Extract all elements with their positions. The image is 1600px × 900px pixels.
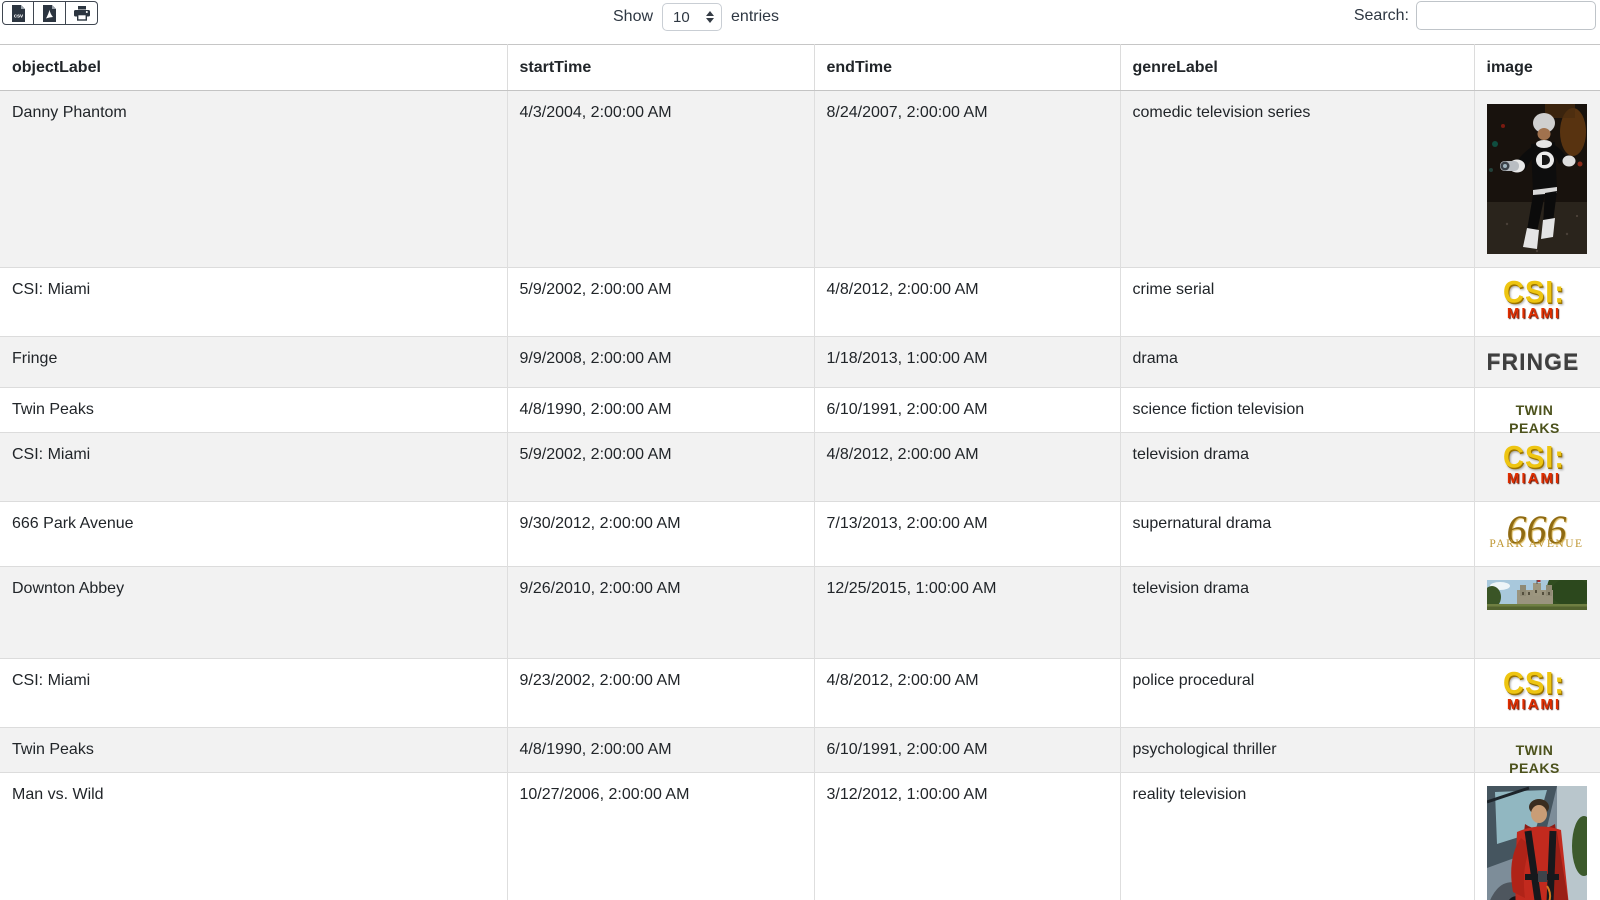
cell-endTime: 4/8/2012, 2:00:00 AM — [813, 432, 1120, 502]
column-header-genreLabel[interactable]: genreLabel — [1119, 44, 1474, 91]
search-label: Search: — [1353, 6, 1409, 24]
print-button[interactable] — [66, 1, 98, 25]
cell-objectLabel: Man vs. Wild — [0, 772, 507, 900]
cell-endTime: 6/10/1991, 2:00:00 AM — [813, 387, 1120, 433]
cell-image: FRINGE — [1473, 336, 1600, 388]
cell-image: 666 PARK AVENUE — [1473, 501, 1600, 567]
cell-endTime: 7/13/2013, 2:00:00 AM — [813, 501, 1120, 567]
pdf-export-button[interactable] — [34, 1, 66, 25]
column-header-startTime[interactable]: startTime — [506, 44, 814, 91]
cell-objectLabel: CSI: Miami — [0, 432, 507, 502]
danny-phantom-cosplay-photo — [1486, 104, 1587, 254]
table-row: Twin Peaks 4/8/1990, 2:00:00 AM 6/10/1991,… — [0, 727, 1600, 776]
table-row: Fringe 9/9/2008, 2:00:00 AM 1/18/2013, 1:0… — [0, 336, 1600, 388]
show-label: Show — [613, 8, 654, 25]
cell-genreLabel: television drama — [1119, 566, 1474, 659]
cell-image: TWIN PEAKS — [1473, 727, 1600, 776]
svg-text:csv: csv — [13, 13, 23, 19]
column-header-image[interactable]: image — [1473, 44, 1600, 91]
page-length-control: Show 10 entries — [613, 3, 779, 31]
cell-endTime: 8/24/2007, 2:00:00 AM — [813, 90, 1120, 268]
cell-endTime: 12/25/2015, 1:00:00 AM — [813, 566, 1120, 659]
cell-genreLabel: crime serial — [1119, 267, 1474, 337]
cell-genreLabel: comedic television series — [1119, 90, 1474, 268]
page-length-value: 10 — [673, 8, 690, 26]
cell-objectLabel: CSI: Miami — [0, 267, 507, 337]
cell-startTime: 4/3/2004, 2:00:00 AM — [506, 90, 814, 268]
fringe-logo: FRINGE — [1486, 349, 1580, 375]
results-table: objectLabel startTime endTime genreLabel ima… — [0, 44, 1600, 900]
cell-startTime: 5/9/2002, 2:00:00 AM — [506, 432, 814, 502]
column-header-endTime[interactable]: endTime — [813, 44, 1120, 91]
csv-export-button[interactable]: csv — [2, 1, 34, 25]
cell-startTime: 9/30/2012, 2:00:00 AM — [506, 501, 814, 567]
cell-objectLabel: 666 Park Avenue — [0, 501, 507, 567]
cell-endTime: 6/10/1991, 2:00:00 AM — [813, 727, 1120, 773]
twin-peaks-logo: TWIN PEAKS — [1509, 402, 1560, 436]
csi-miami-logo: CSI: MIAMI — [1503, 666, 1565, 713]
cell-genreLabel: reality television — [1119, 772, 1474, 900]
cell-genreLabel: supernatural drama — [1119, 501, 1474, 567]
search-control: Search: — [1354, 1, 1596, 30]
export-button-group: csv — [2, 1, 98, 25]
pdf-file-icon — [43, 4, 56, 22]
cell-genreLabel: psychological thriller — [1119, 727, 1474, 773]
table-row: Danny Phantom 4/3/2004, 2:00:00 AM 8/24/20… — [0, 90, 1600, 268]
cell-image: TWIN PEAKS — [1473, 387, 1600, 436]
printer-icon — [73, 5, 90, 21]
cell-image — [1473, 90, 1600, 268]
cell-objectLabel: Twin Peaks — [0, 727, 507, 773]
table-row: Twin Peaks 4/8/1990, 2:00:00 AM 6/10/1991,… — [0, 387, 1600, 436]
cell-image — [1473, 772, 1600, 900]
csv-file-icon: csv — [11, 4, 25, 22]
table-row: CSI: Miami 9/23/2002, 2:00:00 AM 4/8/2012,… — [0, 658, 1600, 728]
twin-peaks-logo: TWIN PEAKS — [1509, 742, 1560, 776]
csi-miami-logo: CSI: MIAMI — [1503, 440, 1565, 487]
cell-endTime: 4/8/2012, 2:00:00 AM — [813, 658, 1120, 728]
cell-startTime: 10/27/2006, 2:00:00 AM — [506, 772, 814, 900]
cell-genreLabel: television drama — [1119, 432, 1474, 502]
cell-genreLabel: drama — [1119, 336, 1474, 388]
cell-image: CSI: MIAMI — [1473, 267, 1600, 337]
cell-genreLabel: science fiction television — [1119, 387, 1474, 433]
page-length-select[interactable]: 10 — [662, 3, 723, 31]
cell-objectLabel: CSI: Miami — [0, 658, 507, 728]
cell-objectLabel: Danny Phantom — [0, 90, 507, 268]
table-toolbar: csv Show 10 entries Search: — [0, 0, 1600, 44]
cell-objectLabel: Twin Peaks — [0, 387, 507, 433]
select-arrows-icon — [706, 11, 715, 23]
column-header-objectLabel[interactable]: objectLabel — [0, 44, 507, 91]
man-vs-wild-photo — [1486, 786, 1587, 900]
cell-endTime: 3/12/2012, 1:00:00 AM — [813, 772, 1120, 900]
cell-startTime: 4/8/1990, 2:00:00 AM — [506, 727, 814, 773]
downton-abbey-castle-photo — [1486, 580, 1587, 610]
cell-objectLabel: Fringe — [0, 336, 507, 388]
table-row: 666 Park Avenue 9/30/2012, 2:00:00 AM 7/13… — [0, 501, 1600, 567]
666-park-avenue-logo: 666 PARK AVENUE — [1489, 507, 1584, 552]
table-header-row: objectLabel startTime endTime genreLabel ima… — [0, 44, 1600, 91]
cell-startTime: 9/23/2002, 2:00:00 AM — [506, 658, 814, 728]
cell-startTime: 4/8/1990, 2:00:00 AM — [506, 387, 814, 433]
cell-image: CSI: MIAMI — [1473, 432, 1600, 502]
cell-endTime: 4/8/2012, 2:00:00 AM — [813, 267, 1120, 337]
table-row: CSI: Miami 5/9/2002, 2:00:00 AM 4/8/2012, … — [0, 432, 1600, 502]
cell-startTime: 9/26/2010, 2:00:00 AM — [506, 566, 814, 659]
cell-startTime: 9/9/2008, 2:00:00 AM — [506, 336, 814, 388]
table-row: Downton Abbey 9/26/2010, 2:00:00 AM 12/25/… — [0, 566, 1600, 659]
cell-image — [1473, 566, 1600, 659]
search-input[interactable] — [1416, 1, 1596, 30]
table-row: CSI: Miami 5/9/2002, 2:00:00 AM 4/8/2012, … — [0, 267, 1600, 337]
entries-label: entries — [731, 8, 780, 25]
cell-objectLabel: Downton Abbey — [0, 566, 507, 659]
table-row: Man vs. Wild 10/27/2006, 2:00:00 AM 3/12/2… — [0, 772, 1600, 900]
cell-startTime: 5/9/2002, 2:00:00 AM — [506, 267, 814, 337]
cell-image: CSI: MIAMI — [1473, 658, 1600, 728]
cell-endTime: 1/18/2013, 1:00:00 AM — [813, 336, 1120, 388]
csi-miami-logo: CSI: MIAMI — [1503, 275, 1565, 322]
cell-genreLabel: police procedural — [1119, 658, 1474, 728]
